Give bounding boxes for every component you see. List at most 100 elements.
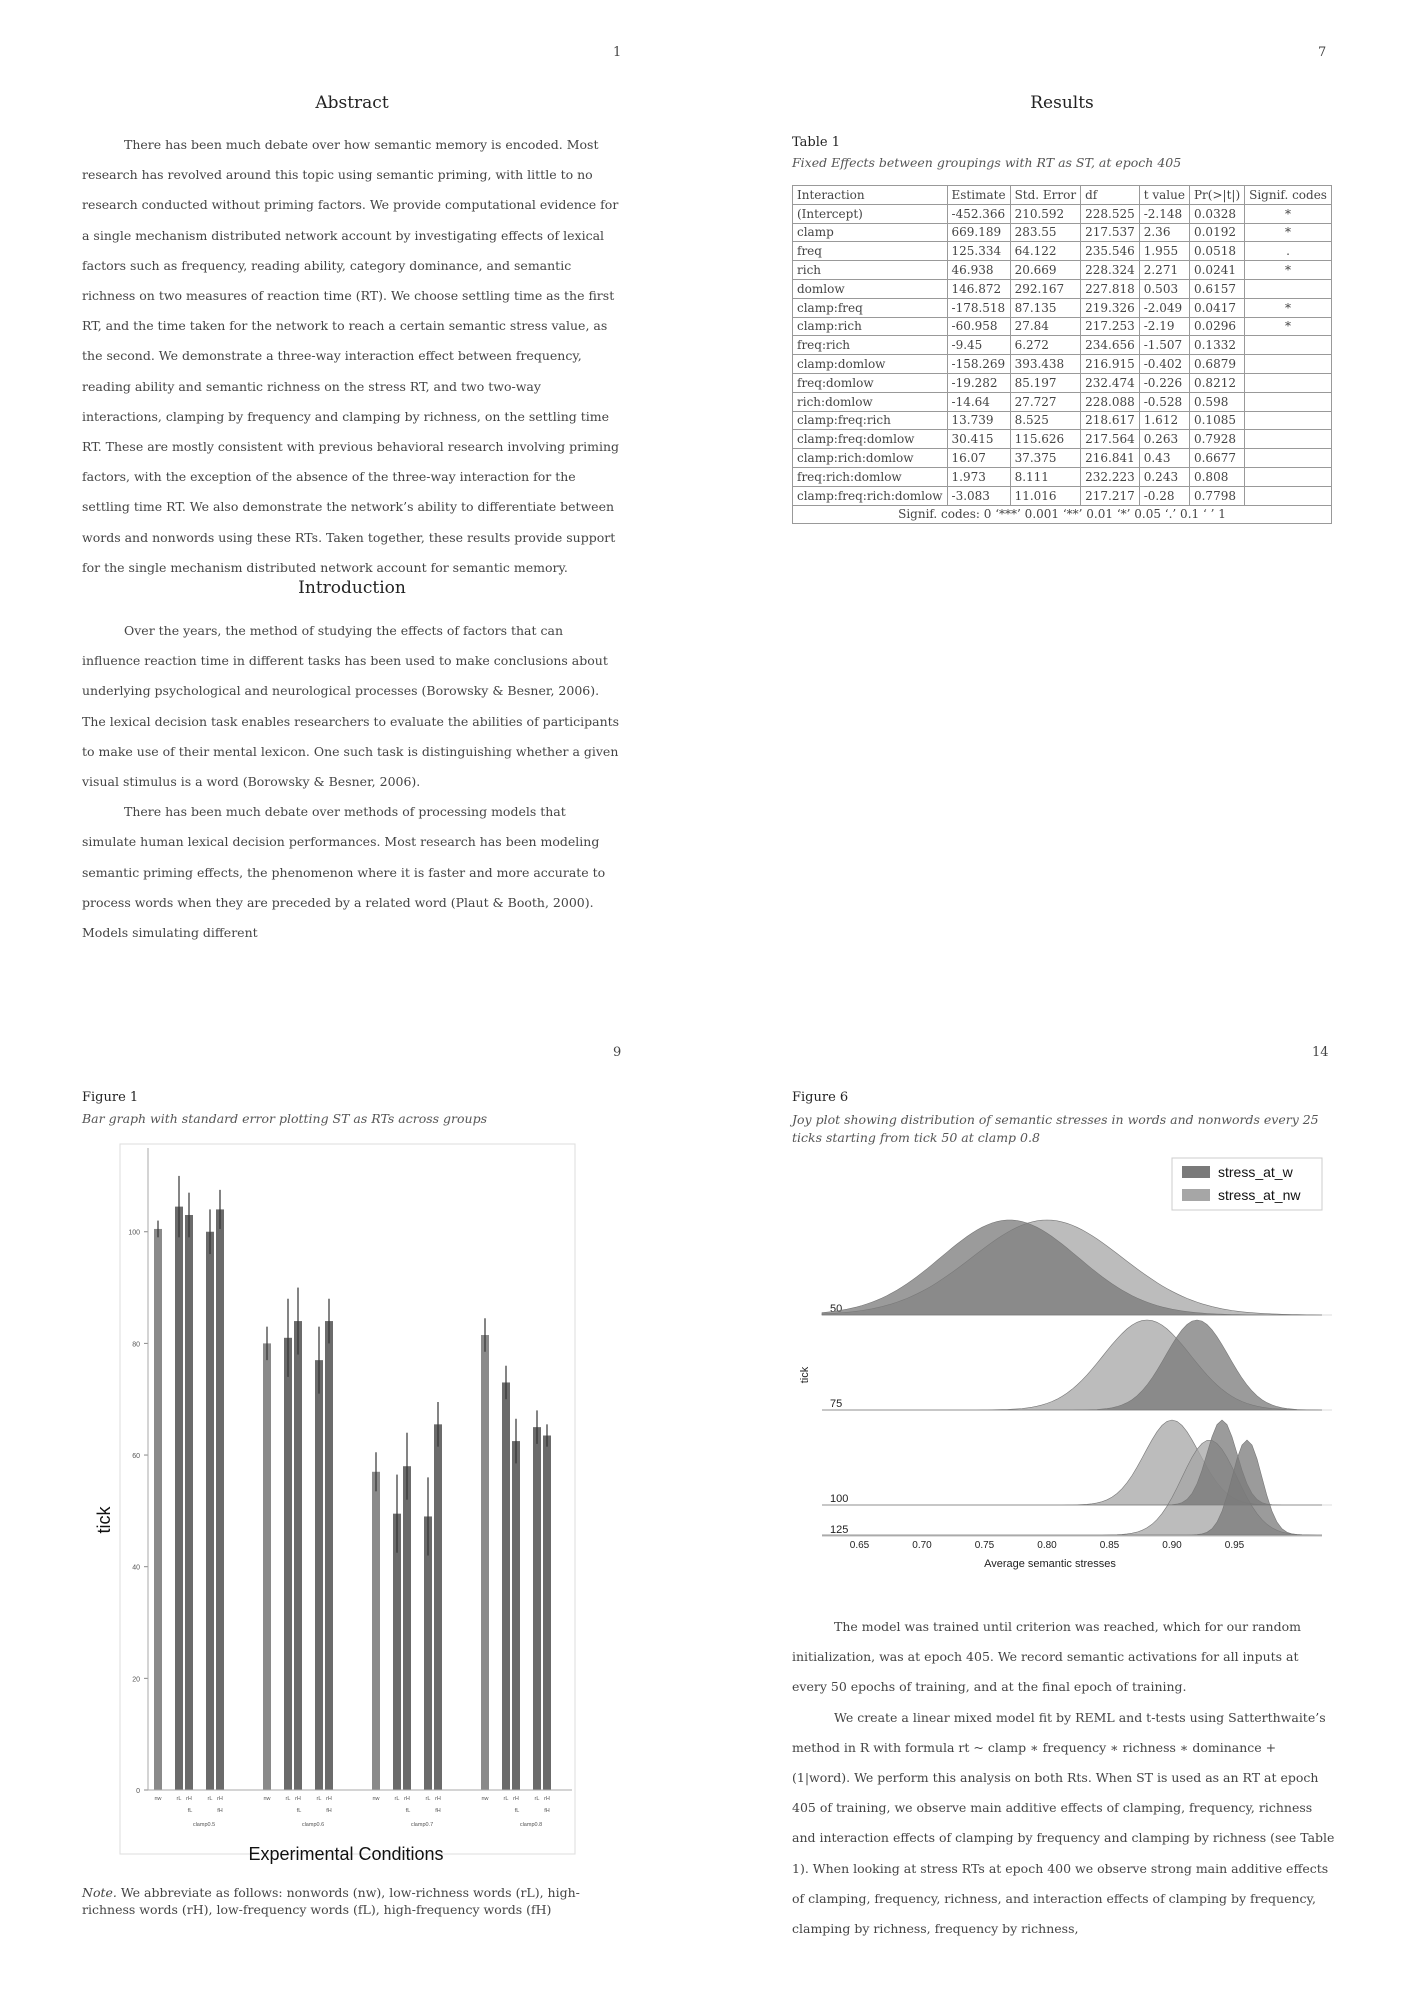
introduction-text: Over the years, the method of studying t… (82, 616, 622, 948)
table-cell: 0.7928 (1188, 429, 1246, 450)
table-cell: 87.135 (1009, 297, 1082, 318)
table-cell: 0.0192 (1188, 222, 1246, 243)
table-row: (Intercept) -452.366 210.592 228.525 -2.148 0… (792, 203, 1332, 224)
table-cell: 37.375 (1009, 448, 1082, 468)
table-cell: 227.818 (1080, 278, 1140, 299)
abstract-heading: Abstract (315, 93, 389, 113)
row-label: 125 (830, 1524, 848, 1536)
bar (403, 1466, 411, 1790)
bar-label: rL (395, 1796, 400, 1802)
bar (175, 1206, 183, 1790)
legend-entry-nw: stress_at_nw (1218, 1187, 1301, 1203)
table-cell: -3.083 (946, 485, 1011, 506)
bar-label: rL (535, 1796, 540, 1802)
table-row: domlow 146.872 292.167 227.818 0.503 0.6157 (792, 278, 1332, 299)
table-cell: clamp:freq:rich:domlow (792, 485, 948, 506)
y-tick-label: 100 (128, 1230, 140, 1237)
table-cell: 228.525 (1080, 203, 1140, 224)
table-cell: 27.84 (1009, 316, 1082, 337)
group-label: clamp0.7 (411, 1822, 433, 1828)
table-row: clamp 669.189 283.55 217.537 2.36 0.0192 * (792, 222, 1332, 243)
table-cell: -14.64 (946, 391, 1011, 412)
table-cell: 0.263 (1138, 429, 1190, 450)
table-cell: 0.503 (1138, 278, 1190, 299)
row-label: 75 (830, 1398, 842, 1410)
legend-entry-w: stress_at_w (1218, 1164, 1294, 1180)
table-cell: 125.334 (946, 241, 1011, 262)
table-cell: (Intercept) (792, 203, 948, 224)
table-cell: 210.592 (1009, 203, 1082, 224)
table-cell: 2.36 (1138, 222, 1190, 243)
table-cell: 217.217 (1080, 485, 1140, 506)
introduction-heading: Introduction (298, 578, 406, 598)
table-cell: clamp:freq (792, 297, 948, 318)
table-cell: clamp (792, 222, 948, 243)
x-tick-label: 0.95 (1225, 1540, 1245, 1551)
bar-label: rL (208, 1796, 213, 1802)
table-cell: -0.402 (1138, 354, 1190, 374)
group-label: clamp0.6 (302, 1822, 324, 1828)
table-cell (1244, 372, 1332, 393)
bar-label: rH (513, 1796, 519, 1802)
y-tick-label: 0 (136, 1788, 140, 1795)
row-label: 100 (830, 1493, 848, 1505)
table-cell (1244, 466, 1332, 487)
table-cell: 0.1085 (1188, 410, 1246, 431)
table-caption: Fixed Effects between groupings with RT … (792, 155, 1182, 170)
table-cell: 16.07 (946, 448, 1011, 468)
bar-label: rH (217, 1796, 223, 1802)
table-cell: 11.016 (1009, 485, 1082, 506)
table-row: clamp:rich -60.958 27.84 217.253 -2.19 0.0296… (792, 316, 1332, 337)
table-cell: 27.727 (1009, 391, 1082, 412)
bar (533, 1427, 541, 1790)
table-header-cell: Estimate (946, 185, 1011, 205)
table-cell: 0.598 (1188, 391, 1246, 412)
bar (512, 1441, 520, 1790)
table-row: clamp:domlow -158.269 393.438 216.915 -0.402… (792, 354, 1332, 374)
density-stress_at_w (821, 1219, 1322, 1316)
table-cell: 1.612 (1138, 410, 1190, 431)
bar (263, 1343, 271, 1790)
joy-plot-ylabel: tick (799, 1366, 811, 1383)
table-cell: 216.841 (1080, 448, 1140, 468)
table-cell: * (1244, 260, 1332, 280)
table-cell: -0.28 (1138, 485, 1190, 506)
table-cell: 219.326 (1080, 297, 1140, 318)
bar-chart-ylabel: tick (94, 1506, 114, 1534)
table-cell: 232.223 (1080, 466, 1140, 487)
table-cell: 8.525 (1009, 410, 1082, 431)
bar (315, 1360, 323, 1790)
table-cell: 217.564 (1080, 429, 1140, 450)
bar (294, 1321, 302, 1790)
table-cell (1244, 335, 1332, 356)
joy-plot-legend: stress_at_w stress_at_nw (1171, 1157, 1323, 1211)
bar-label: rL (426, 1796, 431, 1802)
table-cell: 0.243 (1138, 466, 1190, 487)
page-number-1: 1 (613, 45, 622, 60)
y-tick-label: 40 (132, 1565, 140, 1572)
y-tick-label: 60 (132, 1453, 140, 1460)
bar (325, 1321, 333, 1790)
table-cell: 30.415 (946, 429, 1011, 450)
bar (543, 1435, 551, 1790)
introduction-paragraph-1: Over the years, the method of studying t… (82, 623, 620, 790)
bar-label: rH (404, 1796, 410, 1802)
table-cell: 0.6677 (1188, 448, 1246, 468)
table-cell: -19.282 (946, 372, 1011, 393)
introduction-paragraph-2: There has been much debate over methods … (82, 804, 606, 941)
table-cell: 218.617 (1080, 410, 1140, 431)
table-cell: 0.1332 (1188, 335, 1246, 356)
sub-label-fl: fL (515, 1808, 520, 1814)
table-cell: freq (792, 241, 948, 262)
bar (434, 1424, 442, 1790)
table-cell: rich:domlow (792, 391, 948, 412)
abstract-paragraph: There has been much debate over how sema… (82, 137, 619, 575)
sub-label-fh: fH (544, 1808, 550, 1814)
sub-label-fh: fH (326, 1808, 332, 1814)
table-cell: 0.808 (1188, 466, 1246, 487)
table-cell: 217.537 (1080, 222, 1140, 243)
table-cell: 393.438 (1009, 354, 1082, 374)
table-cell: -60.958 (946, 316, 1011, 337)
table-cell: 292.167 (1009, 278, 1082, 299)
table-cell: 0.8212 (1188, 372, 1246, 393)
